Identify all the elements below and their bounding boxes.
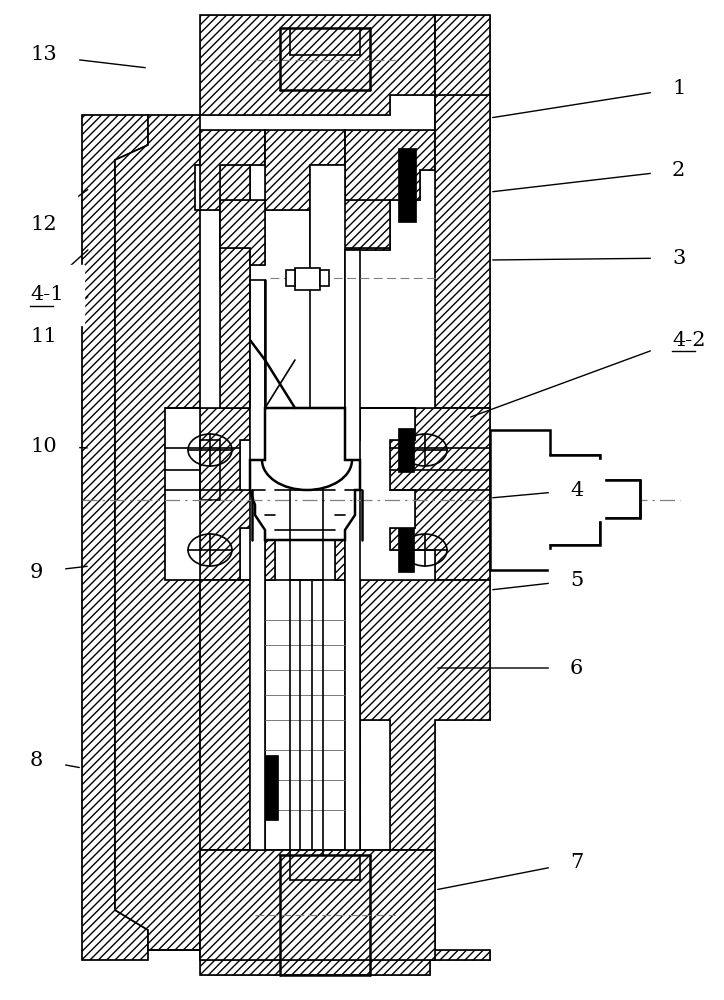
Text: 10: 10 [30,436,56,456]
Polygon shape [345,408,490,580]
Polygon shape [335,460,345,580]
Text: 8: 8 [30,750,43,770]
Text: 12: 12 [30,216,56,234]
Polygon shape [398,528,414,572]
Polygon shape [148,850,490,975]
Polygon shape [435,95,490,408]
Polygon shape [295,268,320,290]
Text: 4-2: 4-2 [672,330,705,350]
Polygon shape [200,850,435,960]
Polygon shape [265,755,278,820]
Polygon shape [200,580,265,850]
Polygon shape [165,408,265,580]
Polygon shape [250,408,360,540]
Polygon shape [345,580,490,850]
Polygon shape [250,580,265,850]
Polygon shape [490,430,640,570]
Polygon shape [265,130,345,210]
Polygon shape [345,580,360,850]
Text: 2: 2 [672,160,685,180]
Text: 5: 5 [570,570,584,589]
Polygon shape [220,165,250,408]
Polygon shape [250,408,265,440]
Polygon shape [345,250,360,850]
Text: 4-1: 4-1 [30,286,64,304]
Text: 1: 1 [672,79,686,98]
Text: 13: 13 [30,45,56,64]
Polygon shape [115,115,200,950]
Polygon shape [310,165,345,408]
Text: 3: 3 [672,248,686,267]
Polygon shape [345,130,435,250]
Polygon shape [286,270,295,286]
Polygon shape [265,460,345,580]
Polygon shape [265,165,310,850]
Text: 9: 9 [30,562,43,582]
Text: 11: 11 [30,326,56,346]
Polygon shape [398,428,414,472]
Polygon shape [220,200,265,265]
Polygon shape [265,460,275,580]
Polygon shape [435,15,490,130]
Text: 7: 7 [570,852,584,871]
Polygon shape [250,280,265,850]
Text: 6: 6 [570,658,584,678]
Polygon shape [345,408,360,440]
Polygon shape [320,270,329,286]
Polygon shape [82,115,148,960]
Polygon shape [310,200,390,265]
Polygon shape [398,148,416,222]
Polygon shape [200,15,435,115]
Text: 4: 4 [570,481,584,499]
Polygon shape [265,440,345,460]
Polygon shape [200,130,265,280]
